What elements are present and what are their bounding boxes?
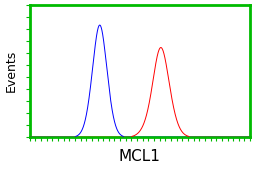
X-axis label: MCL1: MCL1 (119, 149, 160, 164)
Y-axis label: Events: Events (5, 50, 18, 92)
